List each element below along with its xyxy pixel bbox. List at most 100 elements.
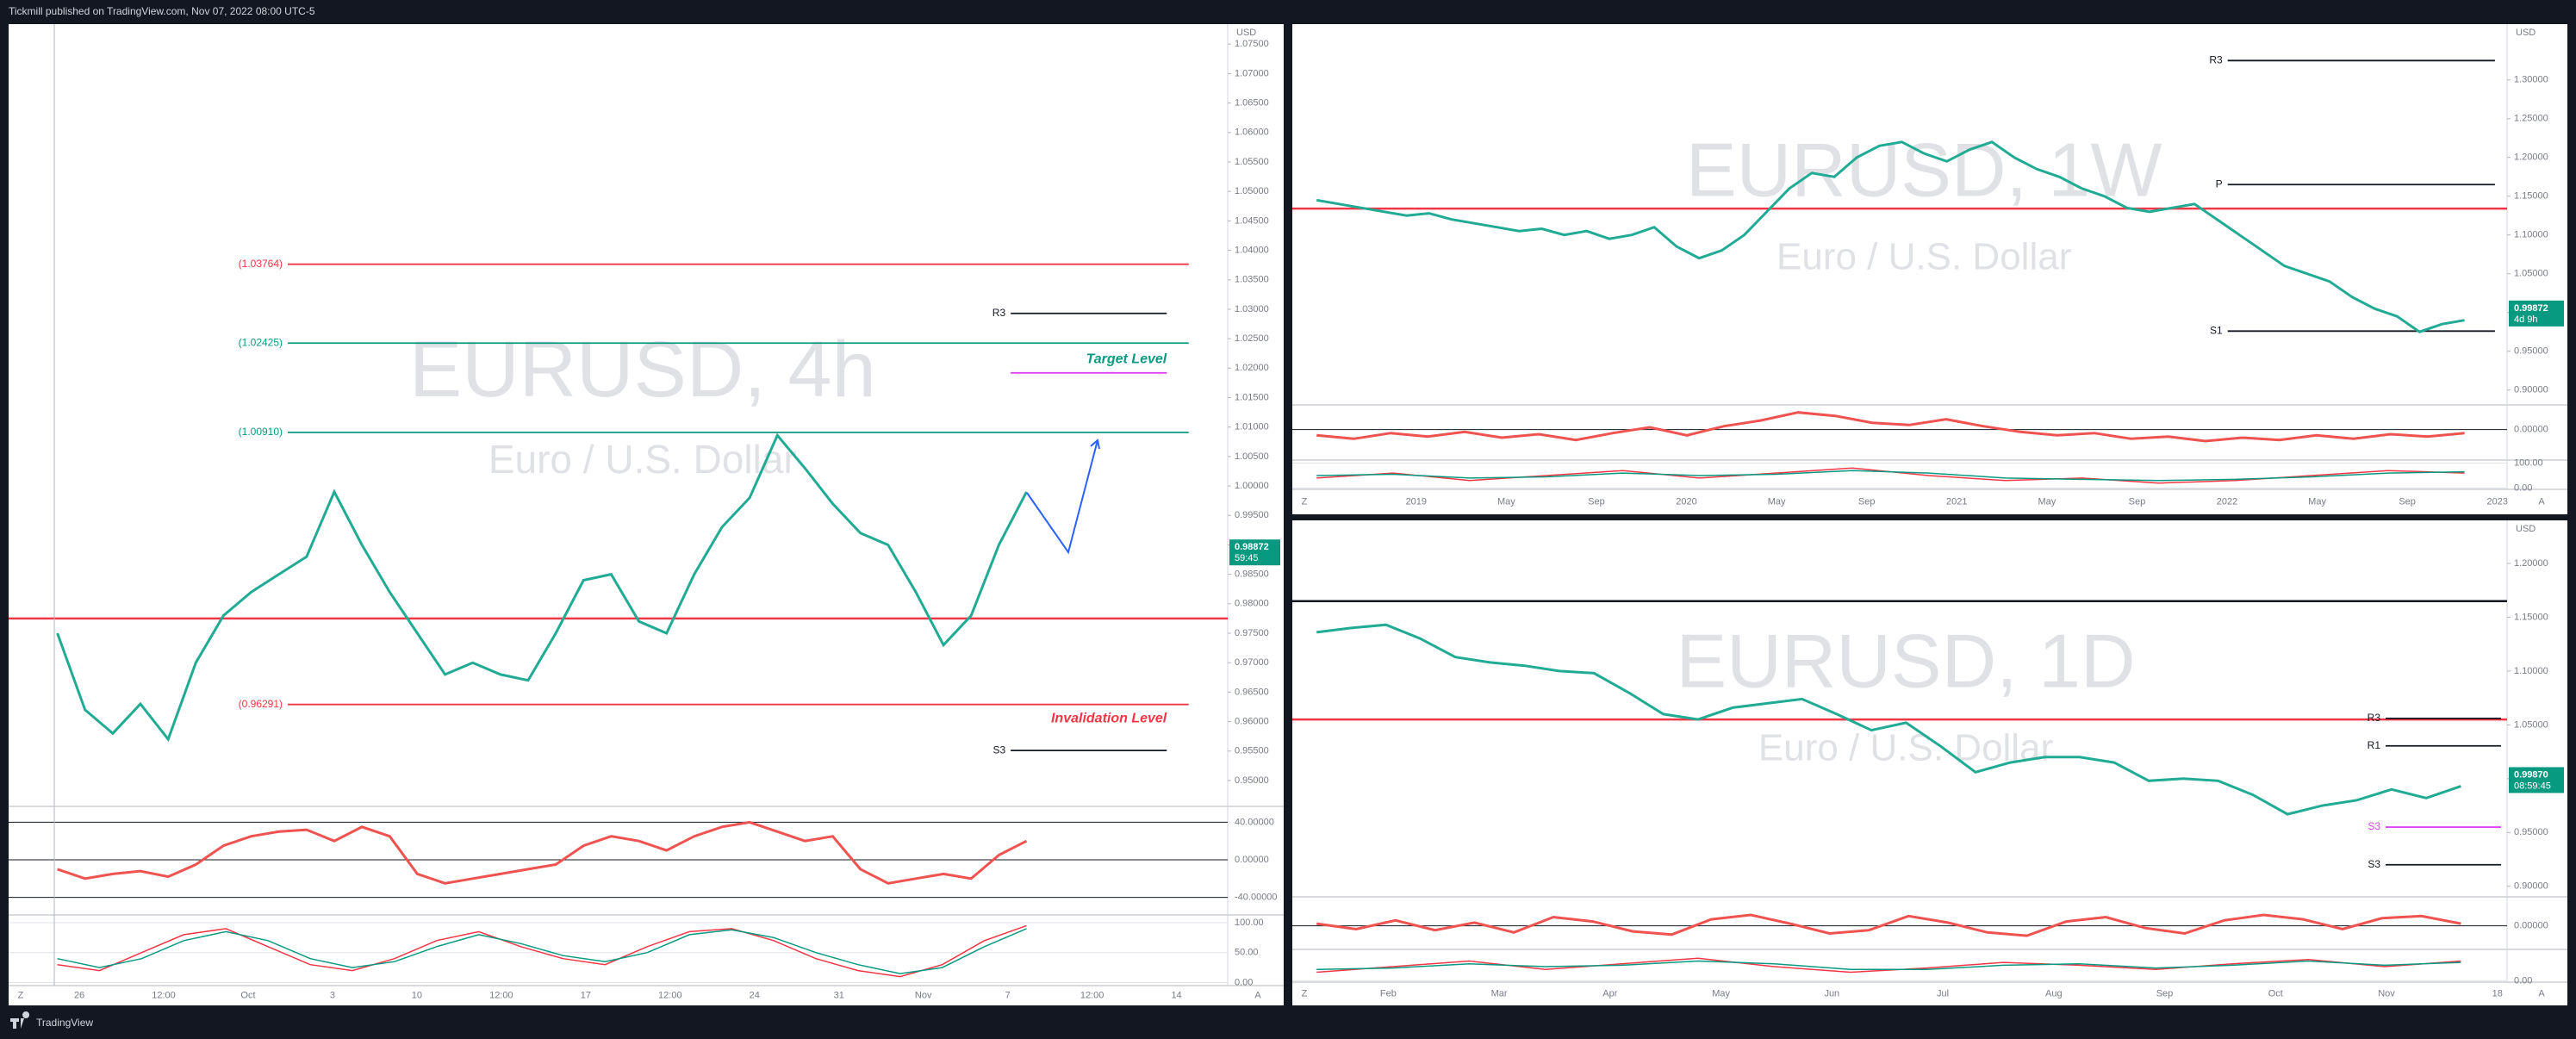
level-label: S1 [2210, 324, 2223, 336]
x-tick-label: 31 [834, 990, 844, 1000]
x-tick-label: Oct [240, 990, 255, 1000]
y-tick-label: 1.15000 [2514, 612, 2548, 622]
oscillator-tick-label: 40.00000 [1235, 817, 1274, 827]
x-tick-label: Nov [2378, 988, 2395, 999]
price-badge-value: 0.98872 [1235, 542, 1269, 552]
y-tick-label: 0.95500 [1235, 746, 1269, 756]
x-tick-label: May [1768, 496, 1786, 507]
watermark-title: EURUSD, 1W [1686, 127, 2162, 212]
y-tick-label: 0.90000 [2514, 881, 2548, 892]
y-tick-label: 1.15000 [2514, 191, 2548, 202]
y-tick-label: 1.06500 [1235, 98, 1269, 109]
price-badge-value: 0.99872 [2514, 303, 2548, 314]
oscillator-line [1316, 411, 2465, 443]
y-tick-label: 1.00000 [1235, 481, 1269, 491]
x-tick-label: Sep [1858, 496, 1876, 507]
x-tick-label: 7 [1005, 990, 1011, 1000]
y-tick-label: 1.02500 [1235, 333, 1269, 344]
axis-button[interactable]: A [2538, 988, 2545, 999]
stochastic-tick-label: 100.00 [2514, 457, 2543, 468]
price-line [1316, 140, 2465, 333]
y-tick-label: 1.07500 [1235, 39, 1269, 49]
watermark-subtitle: Euro / U.S. Dollar [1776, 235, 2071, 277]
level-label: S3 [2368, 858, 2380, 870]
y-tick-label: 1.03500 [1235, 275, 1269, 285]
oscillator-tick-label: 0.00000 [2514, 425, 2548, 435]
y-tick-label: 0.97000 [1235, 657, 1269, 668]
price-badge [2509, 300, 2564, 327]
price-badge-countdown: 08:59:45 [2514, 781, 2551, 791]
logo [10, 1011, 30, 1029]
x-tick-label: 24 [750, 990, 760, 1000]
y-tick-label: 1.10000 [2514, 666, 2548, 676]
axis-button[interactable]: A [1254, 990, 1261, 1000]
panels: EURUSD, 4h Euro / U.S. Dollar USD 0.95000 0.… [9, 24, 2567, 1005]
price-badge-value: 0.99870 [2514, 769, 2548, 780]
stochastic-tick-label: 0.00 [2514, 975, 2532, 986]
x-tick-label: 2020 [1676, 496, 1696, 507]
y-tick-label: 0.95000 [2514, 827, 2548, 837]
price-badge-countdown: 59:45 [1235, 553, 1259, 563]
y-tick-label: 1.00500 [1235, 451, 1269, 462]
y-tick-label: 1.05000 [1235, 186, 1269, 196]
panel-background [1292, 24, 2567, 514]
stochastic-line [57, 928, 1027, 974]
x-tick-label: May [2308, 496, 2326, 507]
header-title: Tickmill published on TradingView.com, N… [9, 5, 315, 17]
x-tick-label: Nov [915, 990, 932, 1000]
level-label: R1 [2368, 739, 2381, 751]
y-tick-label: 1.20000 [2514, 558, 2548, 569]
x-tick-label: 2023 [2486, 496, 2507, 507]
y-tick-label: 1.01500 [1235, 392, 1269, 402]
oscillator-line [57, 820, 1028, 885]
y-tick-label: 1.05000 [2514, 719, 2548, 730]
y-tick-label: 0.99500 [1235, 510, 1269, 520]
axis-button[interactable]: A [2538, 496, 2545, 507]
y-tick-label: 0.96000 [1235, 716, 1269, 726]
x-tick-label: 18 [2492, 988, 2503, 999]
x-tick-label: 12:00 [1080, 990, 1104, 1000]
y-tick-label: 0.98000 [1235, 599, 1269, 609]
currency-label: USD [2516, 28, 2536, 38]
axis-button[interactable]: Z [18, 990, 24, 1000]
y-tick-label: 0.96500 [1235, 687, 1269, 697]
x-tick-label: 3 [330, 990, 335, 1000]
watermark-title: EURUSD, 4h [409, 326, 876, 414]
level-label: R3 [2368, 712, 2381, 724]
y-tick-label: 1.10000 [2514, 230, 2548, 240]
level-label: (1.00910) [239, 426, 283, 438]
axis-button[interactable]: Z [1302, 496, 1308, 507]
x-tick-label: Sep [1588, 496, 1605, 507]
y-tick-label: 0.97500 [1235, 628, 1269, 638]
x-tick-label: 2019 [1406, 496, 1427, 507]
x-tick-label: Apr [1602, 988, 1617, 999]
x-tick-label: Feb [1380, 988, 1397, 999]
level-label: S3 [2368, 820, 2380, 832]
x-tick-label: 12:00 [658, 990, 682, 1000]
x-tick-label: 2022 [2217, 496, 2237, 507]
price-badge [1229, 539, 1280, 566]
x-tick-label: May [2038, 496, 2056, 507]
x-tick-label: Sep [2129, 496, 2146, 507]
y-tick-label: 1.04500 [1235, 215, 1269, 226]
x-tick-label: Mar [1491, 988, 1508, 999]
projection-path [1026, 439, 1098, 555]
y-tick-label: 1.01000 [1235, 422, 1269, 432]
stochastic-tick-label: 0.00 [2514, 482, 2532, 493]
x-tick-label: May [1497, 496, 1515, 507]
x-tick-label: Jul [1937, 988, 1949, 999]
annotation: Target Level [1086, 352, 1167, 366]
y-tick-label: 1.20000 [2514, 152, 2548, 163]
axis-button[interactable]: Z [1302, 988, 1308, 999]
level-label: (1.03764) [239, 258, 283, 270]
footer-brand: TradingView [36, 1017, 93, 1029]
x-tick-label: Jun [1824, 988, 1839, 999]
y-tick-label: 1.05500 [1235, 157, 1269, 167]
y-tick-label: 1.30000 [2514, 75, 2548, 85]
x-tick-label: 17 [581, 990, 591, 1000]
y-tick-label: 1.06000 [1235, 128, 1269, 138]
stochastic-tick-label: 50.00 [1235, 948, 1259, 958]
x-tick-label: 26 [74, 990, 84, 1000]
level-label: S3 [992, 743, 1005, 756]
